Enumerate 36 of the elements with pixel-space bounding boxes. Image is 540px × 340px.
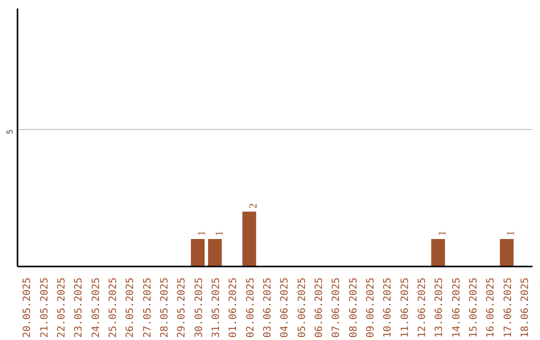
x-tick-label: 08.06.2025 — [348, 277, 360, 338]
x-tick-label: 17.06.2025 — [502, 277, 514, 338]
x-tick-label: 29.05.2025 — [176, 277, 188, 338]
x-tick-label: 01.06.2025 — [228, 277, 240, 338]
x-tick-label: 16.06.2025 — [486, 277, 497, 338]
data-label: 1 — [197, 230, 208, 236]
x-tick-label: 24.05.2025 — [90, 277, 102, 338]
y-tick-label: 5 — [6, 129, 14, 134]
x-tick-label: 09.06.2025 — [365, 277, 376, 338]
x-tick-label: 06.06.2025 — [314, 277, 325, 338]
x-tick-label: 07.06.2025 — [331, 277, 342, 338]
x-tick-label: 13.06.2025 — [434, 277, 446, 338]
x-tick-label: 18.06.2025 — [520, 277, 531, 338]
data-label: 1 — [506, 230, 518, 236]
data-label: 1 — [438, 230, 449, 236]
data-label: 2 — [248, 203, 260, 209]
x-tick-label: 31.05.2025 — [210, 277, 222, 338]
x-tick-label: 27.05.2025 — [142, 277, 154, 338]
x-tick-label: 10.06.2025 — [382, 277, 394, 338]
x-tick-label: 20.05.2025 — [22, 277, 34, 338]
x-tick-label: 14.06.2025 — [451, 277, 462, 338]
x-tick-label: 05.06.2025 — [296, 277, 308, 338]
x-tick-label: 02.06.2025 — [245, 277, 256, 338]
x-tick-label: 21.05.2025 — [39, 277, 50, 338]
x-tick-label: 15.06.2025 — [468, 277, 480, 338]
data-label: 1 — [214, 230, 226, 236]
x-tick-label: 11.06.2025 — [400, 277, 411, 338]
x-tick-label: 26.05.2025 — [125, 277, 136, 338]
x-tick-label: 28.05.2025 — [159, 277, 170, 338]
x-tick-label: 12.06.2025 — [416, 277, 428, 338]
x-tick-label: 23.05.2025 — [74, 277, 85, 338]
x-tick-label: 25.05.2025 — [108, 277, 119, 338]
x-tick-label: 22.05.2025 — [56, 277, 68, 338]
x-tick-label: 03.06.2025 — [262, 277, 274, 338]
x-tick-label: 04.06.2025 — [280, 277, 291, 338]
x-tick-label: 30.05.2025 — [194, 277, 205, 338]
